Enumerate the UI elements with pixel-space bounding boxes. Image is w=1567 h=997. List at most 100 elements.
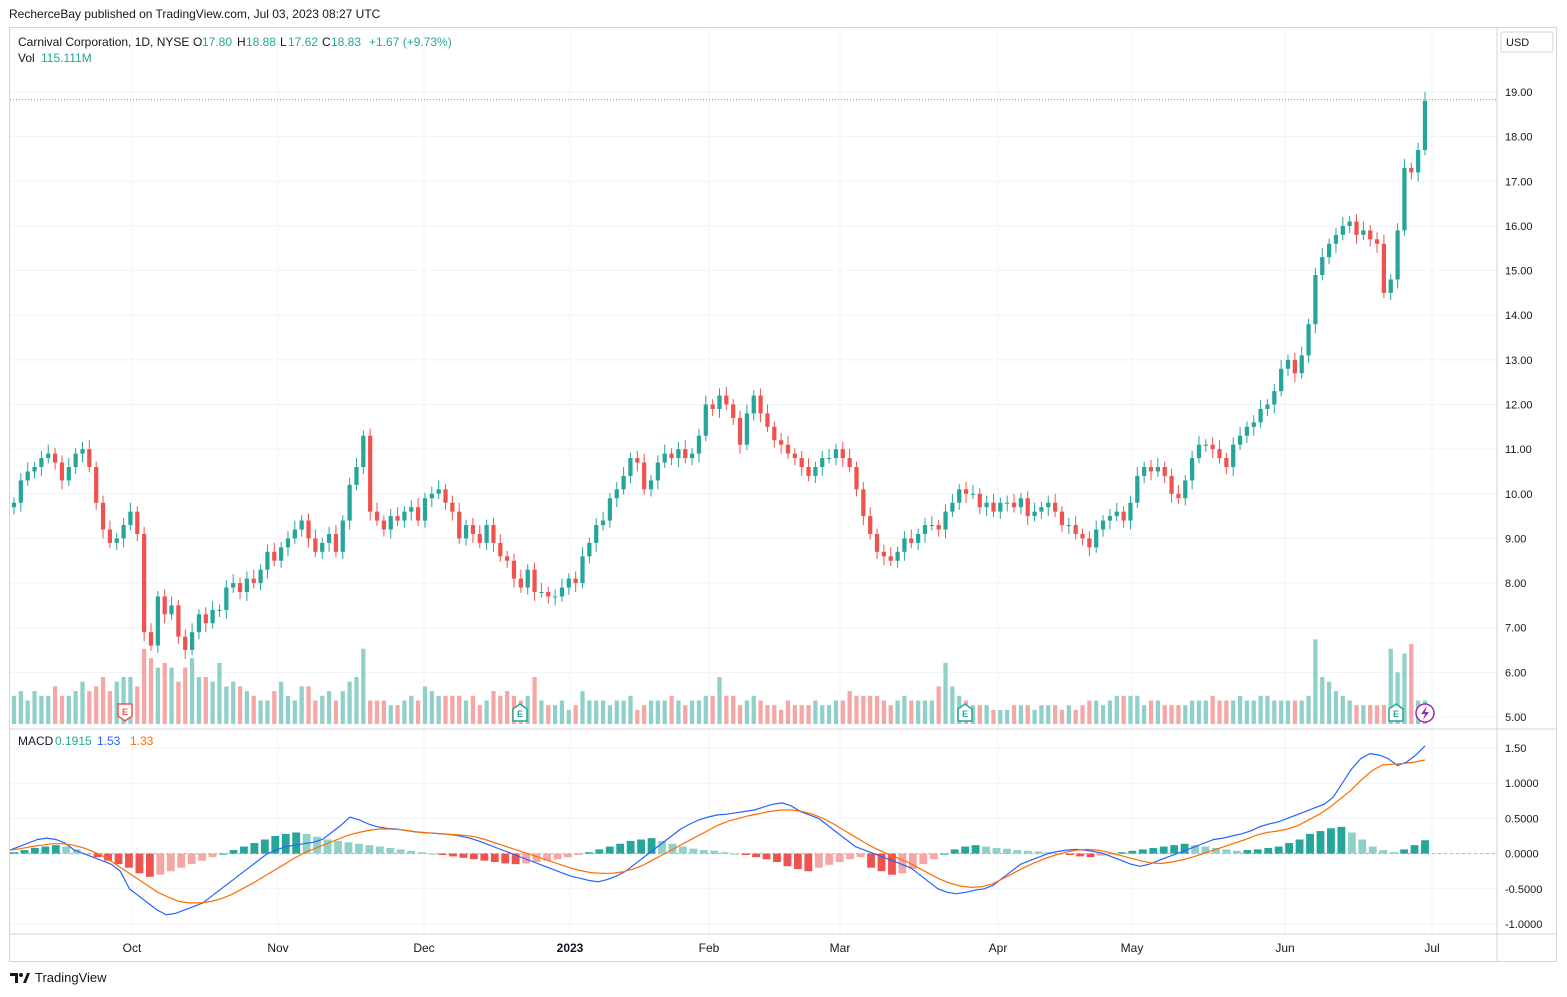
candle-body [689,453,695,459]
candle-body [231,583,236,588]
volume-bar [909,700,914,724]
volume-bar [1128,695,1133,724]
candle-body [429,493,434,499]
earnings-marker[interactable]: E [512,703,528,722]
candle-body [1142,467,1147,476]
volume-bar [1080,705,1085,724]
macd-line [9,745,1426,916]
candle-body [73,453,78,467]
candle-body [1299,355,1304,374]
candle-body [1381,243,1387,293]
candle-body [792,453,797,459]
macd-hist-bar [908,853,917,870]
macd-hist-bar [417,852,426,854]
legend-o-label: O [193,35,202,49]
volume-bar [142,648,147,724]
macd-hist-bar [846,853,855,860]
earnings-marker[interactable]: E [117,703,133,722]
price-tick-label: 10.00 [1505,489,1533,501]
candle-body [909,538,914,543]
candle-body [1210,444,1215,450]
volume-bar [587,700,592,724]
macd-legend-hist: 0.1915 [55,734,92,748]
candle-body [470,525,476,534]
volume-bar [443,695,448,724]
volume-bar [18,691,23,724]
candle-body [32,467,37,472]
currency-label: USD [1506,37,1529,49]
candle-body [765,413,770,427]
time-tick-label: Nov [267,941,288,955]
volume-bar [272,691,277,724]
volume-bar [1142,705,1147,724]
macd-hist-bar [511,853,520,865]
candle-body [155,596,160,646]
earnings-marker[interactable]: E [957,703,973,722]
volume-bar [998,709,1003,724]
candle-body [1025,498,1030,517]
volume-bar [1046,705,1051,724]
volume-bar [1005,709,1010,724]
candle-body [744,413,750,445]
chart-frame[interactable] [9,27,1557,962]
macd-hist-bar [20,850,29,854]
volume-bar [450,695,455,724]
candle-body [457,511,462,539]
volume-bar [340,691,345,724]
volume-bar [689,700,695,724]
volume-bar [559,700,565,724]
macd-hist-bar [1337,826,1346,854]
volume-bar [806,705,811,724]
volume-bar [1368,705,1373,724]
volume-bar [155,667,160,724]
legend-l-value: 17.62 [288,35,318,49]
volume-bar [1059,709,1065,724]
volume-bar [251,695,256,724]
macd-hist-bar [1421,840,1429,854]
macd-hist-bar [156,853,165,875]
volume-bar [970,705,976,724]
volume-bar [751,695,756,724]
candle-body [1011,502,1017,508]
candle-body [580,556,585,584]
volume-bar [285,695,291,724]
candle-body [963,489,969,494]
macd-hist-bar [867,853,875,868]
candle-body [1237,435,1243,445]
volume-bar [306,686,311,724]
volume-bar [368,700,373,724]
candle-body [991,502,996,512]
price-tick-label: 16.00 [1505,221,1533,233]
volume-bar [943,662,948,724]
candle-body [703,404,708,436]
earnings-marker[interactable]: E [1388,703,1404,722]
volume-bar [731,695,736,724]
candle-body [107,529,113,543]
candle-body [916,533,921,543]
legend-ohlc: O 17.80 H 18.88 L 17.62 C 18.83 +1.67 (+… [193,35,452,49]
volume-bar [1135,695,1140,724]
volume-bar [1203,700,1208,724]
volume-bar [11,695,17,724]
dividend-flash-icon[interactable] [1415,703,1435,723]
volume-bar [1114,695,1119,724]
macd-hist-bar [292,832,301,854]
candle-body [1100,520,1106,530]
candle-body [710,404,715,409]
currency-box[interactable] [1500,31,1554,53]
volume-bar [573,705,578,724]
volume-bar [176,681,181,724]
volume-bar [1265,695,1270,724]
macd-legend-macd: 1.53 [97,734,121,748]
candle-body [881,551,887,557]
volume-bar [361,648,366,724]
volume-bar [1244,700,1250,724]
candle-body [1128,502,1133,521]
candle-body [1313,275,1318,325]
candle-body [676,449,681,459]
candle-body [833,449,839,459]
macd-hist-bar [1410,845,1419,854]
candle-body [1320,257,1325,276]
macd-hist-bar [177,853,186,868]
